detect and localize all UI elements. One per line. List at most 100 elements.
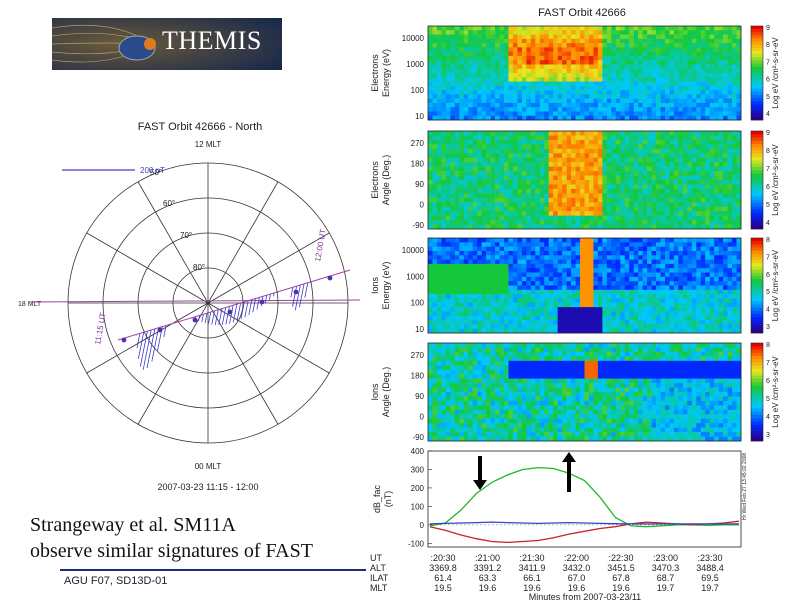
spectrogram-cell <box>638 148 643 154</box>
spectrogram-cell <box>696 315 702 321</box>
spectrogram-cell <box>682 148 688 154</box>
spectrogram-cell <box>557 55 563 61</box>
spectrogram-cell <box>544 193 550 199</box>
spectrogram-cell <box>490 215 496 221</box>
spectrogram-cell <box>575 281 581 286</box>
spectrogram-cell <box>512 148 518 154</box>
spectrogram-cell <box>673 175 679 181</box>
spectrogram-cell <box>571 102 576 108</box>
spectrogram-cell <box>718 242 724 247</box>
spectrogram-cell <box>691 255 697 260</box>
spectrogram-cell <box>580 115 585 121</box>
spectrogram-cell <box>736 98 742 104</box>
spectrogram-cell <box>512 131 518 136</box>
spectrogram-cell <box>562 315 567 321</box>
spectrogram-cell <box>584 307 590 312</box>
spectrogram-cell <box>454 135 460 141</box>
spectrogram-cell <box>575 144 581 150</box>
spectrogram-cell <box>445 162 451 167</box>
spectrogram-cell <box>647 135 652 141</box>
spectrogram-cell <box>445 184 451 190</box>
spectrogram-cell <box>544 55 550 61</box>
spectrogram-cell <box>615 131 621 136</box>
spectrogram-cell <box>472 47 478 52</box>
spectrogram-cell <box>593 111 599 117</box>
spectrogram-cell <box>584 73 590 78</box>
spectrogram-cell <box>436 131 442 136</box>
spectrogram-cell <box>638 115 643 121</box>
spectrogram-cell <box>445 94 451 99</box>
spectrogram-cell <box>647 64 652 70</box>
spectrogram-cell <box>504 328 509 334</box>
spectrogram-cell <box>535 224 541 230</box>
spectrogram-cell <box>472 77 478 82</box>
spectrogram-cell <box>436 311 442 317</box>
spectrogram-cell <box>615 246 621 252</box>
colorbar-cell <box>751 199 763 204</box>
spectrogram-cell <box>669 111 675 117</box>
spectrogram-cell <box>472 289 478 295</box>
spectrogram-cell <box>629 30 634 35</box>
spectrogram-cell <box>436 276 442 282</box>
spectrogram-cell <box>642 268 648 273</box>
spectrogram-cell <box>441 289 447 295</box>
spectrogram-cell <box>504 51 509 57</box>
spectrogram-cell <box>638 242 643 247</box>
spectrogram-cell <box>535 94 541 99</box>
spectrogram-cell <box>512 157 518 163</box>
spectrogram-cell <box>673 307 679 312</box>
spectrogram-cell <box>624 250 630 256</box>
spectrogram-cell <box>521 320 527 325</box>
spectrogram-cell <box>539 98 545 104</box>
spectrogram-cell <box>691 162 697 167</box>
spectrogram-cell <box>445 139 451 145</box>
spectrogram-cell <box>687 276 693 282</box>
spectrogram-cell <box>428 268 433 273</box>
spectrogram-cell <box>477 328 482 334</box>
spectrogram-cell <box>544 324 550 329</box>
spectrogram-cell <box>580 180 585 185</box>
spectrogram-cell <box>642 55 648 61</box>
spectrogram-cell <box>678 311 684 317</box>
spectrogram-cell <box>597 148 603 154</box>
spectrogram-cell <box>673 188 679 194</box>
spectrogram-cell <box>436 324 442 329</box>
spectrogram-cell <box>584 144 590 150</box>
spectrogram-cell <box>580 94 585 99</box>
spectrogram-cell <box>732 197 737 203</box>
spectrogram-cell <box>508 224 514 230</box>
spectrogram-cell <box>620 298 626 304</box>
spectrogram-cell <box>445 47 451 52</box>
spectrogram-cell <box>673 162 679 167</box>
spectrogram-cell <box>432 255 438 260</box>
spectrogram-cell <box>597 298 603 304</box>
spectrogram-cell <box>651 285 657 291</box>
spectrogram-cell <box>459 268 465 273</box>
spectrogram-cell <box>624 98 630 104</box>
spectrogram-cell <box>468 26 474 31</box>
spectrogram-cell <box>633 98 639 104</box>
spectrogram-cell <box>562 102 567 108</box>
spectrogram-cell <box>571 157 576 163</box>
spectrogram-cell <box>588 197 594 203</box>
spectrogram-cell <box>669 320 675 325</box>
spectrogram-cell <box>517 148 523 154</box>
spectrogram-cell <box>723 180 728 185</box>
spectrogram-cell <box>504 111 509 117</box>
spectrogram-cell <box>575 197 581 203</box>
spectrogram-cell <box>709 139 715 145</box>
spectrogram-cell <box>495 68 500 74</box>
spectrogram-cell <box>512 47 518 52</box>
spectrogram-cell <box>723 246 728 252</box>
spectrogram-cell <box>477 263 482 269</box>
spectrogram-cell <box>638 276 643 282</box>
spectrogram-cell <box>566 60 572 65</box>
spectrogram-cell <box>682 139 688 145</box>
spectrogram-cell <box>445 175 451 181</box>
spectrogram-cell <box>566 328 572 334</box>
spectrogram-cell <box>669 180 675 185</box>
spectrogram-cell <box>477 171 482 176</box>
spectrogram-cell <box>544 131 550 136</box>
spectrogram-cell <box>499 215 505 221</box>
spectrogram-cell <box>486 144 491 150</box>
